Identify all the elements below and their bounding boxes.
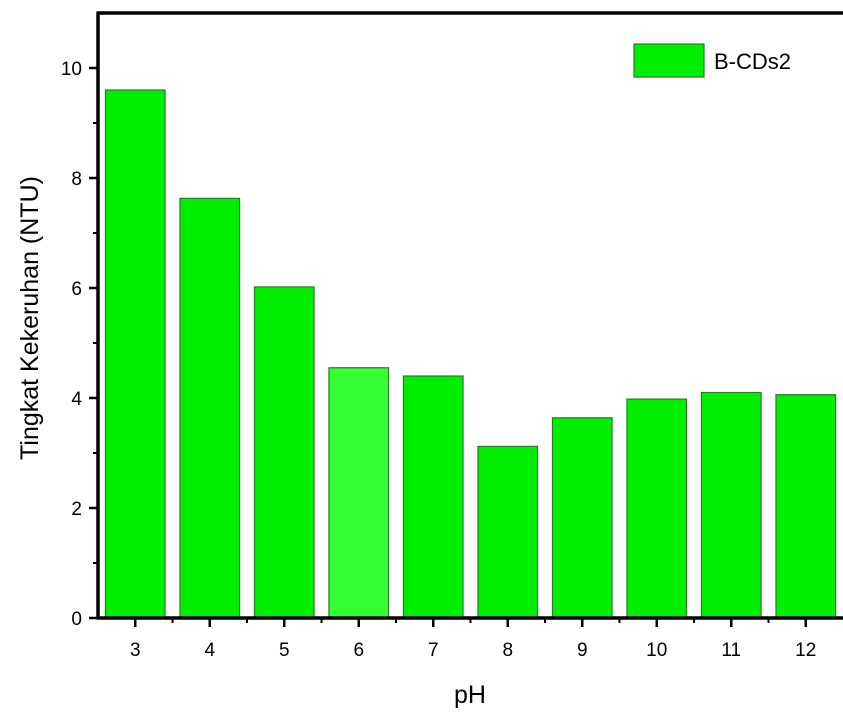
x-tick-label: 5 bbox=[279, 640, 290, 661]
bar-ph-5 bbox=[253, 286, 315, 619]
bar-ph-8 bbox=[477, 445, 539, 619]
bar-ph-7 bbox=[402, 375, 464, 619]
x-tick-label: 7 bbox=[428, 640, 439, 661]
y-ticks-group: 0 2 4 6 8 10 bbox=[61, 59, 98, 630]
y-tick-label: 10 bbox=[61, 59, 82, 80]
y-tick-label: 8 bbox=[71, 169, 82, 190]
x-tick-label: 11 bbox=[721, 640, 741, 661]
y-tick-label: 2 bbox=[71, 499, 82, 520]
x-axis-title: pH bbox=[454, 681, 486, 709]
bars-group bbox=[104, 89, 837, 619]
y-tick-label: 4 bbox=[71, 389, 82, 410]
legend-label: B-CDs2 bbox=[714, 49, 791, 74]
x-ticks-group: 3 4 5 6 7 8 9 10 11 12 bbox=[130, 618, 816, 661]
bar-ph-10 bbox=[626, 398, 688, 619]
x-tick-label: 6 bbox=[353, 640, 364, 661]
bar-ph-6 bbox=[328, 367, 390, 619]
y-tick-label: 0 bbox=[71, 609, 82, 630]
x-tick-label: 9 bbox=[577, 640, 588, 661]
y-axis-title: Tingkat Kekeruhan (NTU) bbox=[16, 176, 44, 460]
x-tick-label: 4 bbox=[204, 640, 215, 661]
bar-ph-11 bbox=[700, 391, 762, 619]
x-tick-label: 12 bbox=[795, 640, 816, 661]
bar-ph-9 bbox=[551, 417, 613, 619]
bar-ph-3 bbox=[104, 89, 166, 619]
bar-ph-12 bbox=[775, 394, 837, 619]
y-tick-label: 6 bbox=[71, 279, 82, 300]
legend: B-CDs2 bbox=[633, 43, 791, 78]
x-tick-label: 10 bbox=[646, 640, 667, 661]
x-tick-label: 3 bbox=[130, 640, 141, 661]
legend-swatch bbox=[633, 43, 705, 78]
bar-ph-4 bbox=[179, 197, 241, 619]
x-tick-label: 8 bbox=[502, 640, 513, 661]
